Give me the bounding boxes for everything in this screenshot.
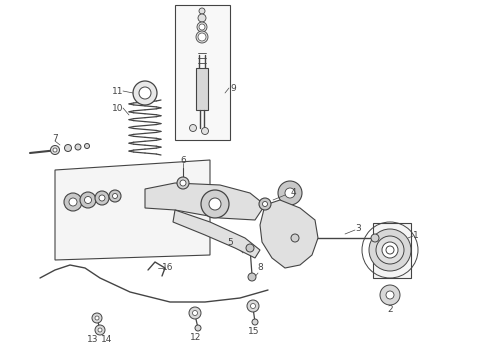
Circle shape — [278, 181, 302, 205]
Text: 5: 5 — [227, 238, 233, 247]
Circle shape — [75, 144, 81, 150]
Circle shape — [196, 31, 208, 43]
Circle shape — [250, 303, 255, 309]
Circle shape — [80, 192, 96, 208]
Text: 11: 11 — [112, 86, 124, 95]
Circle shape — [371, 234, 379, 242]
Text: 14: 14 — [101, 336, 113, 345]
Circle shape — [65, 144, 72, 152]
Circle shape — [109, 190, 121, 202]
Text: 1: 1 — [413, 230, 419, 239]
Polygon shape — [55, 160, 210, 260]
Circle shape — [198, 14, 206, 22]
Circle shape — [291, 234, 299, 242]
Circle shape — [263, 202, 268, 207]
Circle shape — [248, 273, 256, 281]
Circle shape — [201, 190, 229, 218]
Circle shape — [198, 33, 206, 41]
Circle shape — [197, 22, 207, 32]
Circle shape — [50, 145, 59, 154]
Circle shape — [139, 87, 151, 99]
Circle shape — [180, 180, 186, 186]
Text: 12: 12 — [190, 333, 202, 342]
Circle shape — [95, 316, 99, 320]
Circle shape — [189, 307, 201, 319]
Circle shape — [386, 291, 394, 299]
Text: 6: 6 — [180, 156, 186, 165]
Circle shape — [201, 127, 209, 135]
Circle shape — [95, 325, 105, 335]
Circle shape — [382, 242, 398, 258]
Text: 3: 3 — [355, 224, 361, 233]
Polygon shape — [260, 200, 318, 268]
Circle shape — [209, 198, 221, 210]
Bar — [373, 223, 411, 278]
Circle shape — [95, 191, 109, 205]
Circle shape — [99, 195, 105, 201]
Circle shape — [177, 177, 189, 189]
Circle shape — [252, 319, 258, 325]
Text: 16: 16 — [162, 262, 174, 271]
Polygon shape — [145, 183, 265, 220]
Circle shape — [190, 125, 196, 131]
Text: 7: 7 — [52, 134, 58, 143]
Circle shape — [380, 285, 400, 305]
Circle shape — [285, 188, 295, 198]
Circle shape — [376, 236, 404, 264]
Circle shape — [246, 244, 254, 252]
Text: 2: 2 — [387, 306, 393, 315]
Text: 9: 9 — [230, 84, 236, 93]
Polygon shape — [173, 210, 260, 258]
Circle shape — [84, 144, 90, 149]
Circle shape — [247, 300, 259, 312]
Circle shape — [386, 246, 394, 254]
Text: 13: 13 — [87, 336, 99, 345]
Circle shape — [69, 198, 77, 206]
Circle shape — [193, 310, 197, 315]
Text: 4: 4 — [290, 188, 296, 197]
Circle shape — [53, 148, 57, 152]
Circle shape — [199, 24, 205, 30]
Text: 8: 8 — [257, 264, 263, 273]
Circle shape — [98, 328, 102, 332]
Text: 15: 15 — [248, 328, 260, 337]
Circle shape — [199, 8, 205, 14]
Bar — [175, 5, 230, 140]
Circle shape — [259, 198, 271, 210]
Text: 10: 10 — [112, 104, 124, 113]
Bar — [196, 68, 208, 110]
Circle shape — [195, 325, 201, 331]
Circle shape — [92, 313, 102, 323]
Circle shape — [64, 193, 82, 211]
Circle shape — [133, 81, 157, 105]
Circle shape — [84, 197, 92, 203]
Circle shape — [113, 194, 118, 198]
Circle shape — [369, 229, 411, 271]
